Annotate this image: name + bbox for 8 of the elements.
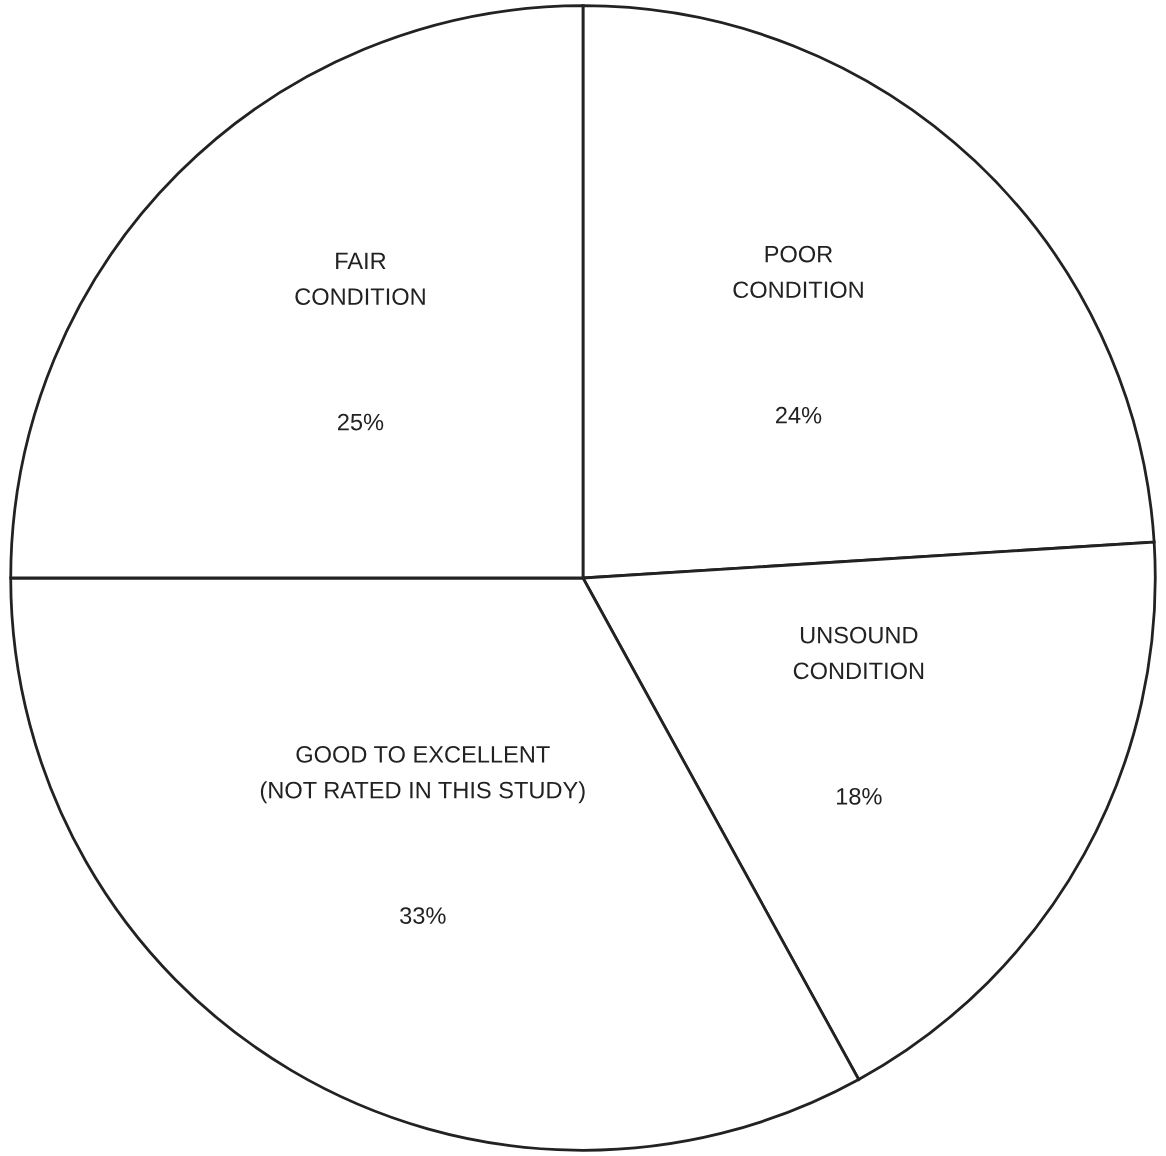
data-label: 18% bbox=[836, 787, 882, 805]
data-label: 25% bbox=[338, 413, 384, 431]
slice-label: UNSOUND CONDITION bbox=[793, 626, 924, 680]
data-label: 24% bbox=[776, 406, 822, 424]
slice-label: FAIR CONDITION bbox=[295, 252, 425, 305]
data-label: 33% bbox=[400, 907, 446, 924]
slice-label: GOOD TO EXCELLENT (NOT RATED IN THIS STUDY) bbox=[260, 746, 585, 804]
slice-label: POOR CONDITION bbox=[733, 245, 863, 299]
